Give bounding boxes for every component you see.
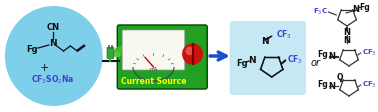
Circle shape [5,7,103,106]
Text: +: + [39,62,49,72]
Text: mA: mA [149,67,158,72]
Text: CF$_3$: CF$_3$ [276,28,291,41]
FancyBboxPatch shape [122,31,185,70]
Text: N: N [344,28,350,37]
Text: Fg: Fg [318,50,328,59]
Text: CF$_3$: CF$_3$ [362,47,376,58]
Text: N: N [328,52,335,61]
Text: Fg: Fg [318,80,328,89]
FancyBboxPatch shape [107,48,114,59]
Text: CF$_3$: CF$_3$ [287,53,303,66]
Text: Current Source: Current Source [121,77,186,86]
FancyBboxPatch shape [117,26,207,89]
Circle shape [186,48,193,55]
Ellipse shape [112,52,120,57]
Text: Fg: Fg [26,45,38,54]
Text: CF$_3$SO$_2$Na: CF$_3$SO$_2$Na [31,73,74,85]
FancyArrowPatch shape [210,53,226,60]
Text: CN: CN [46,23,59,32]
Text: N: N [49,39,57,48]
Ellipse shape [115,47,124,54]
Text: or: or [311,57,321,67]
Circle shape [183,45,202,64]
FancyBboxPatch shape [230,22,306,95]
Text: CF$_3$: CF$_3$ [362,79,376,89]
Text: Fg: Fg [237,59,248,68]
Text: N: N [248,56,256,65]
Text: N: N [344,36,350,45]
Text: F$_3$C: F$_3$C [313,7,327,17]
Text: N: N [352,5,359,14]
Text: O: O [337,73,344,82]
Text: N: N [328,82,335,91]
Text: Fg: Fg [359,2,370,11]
Text: N: N [261,37,269,46]
